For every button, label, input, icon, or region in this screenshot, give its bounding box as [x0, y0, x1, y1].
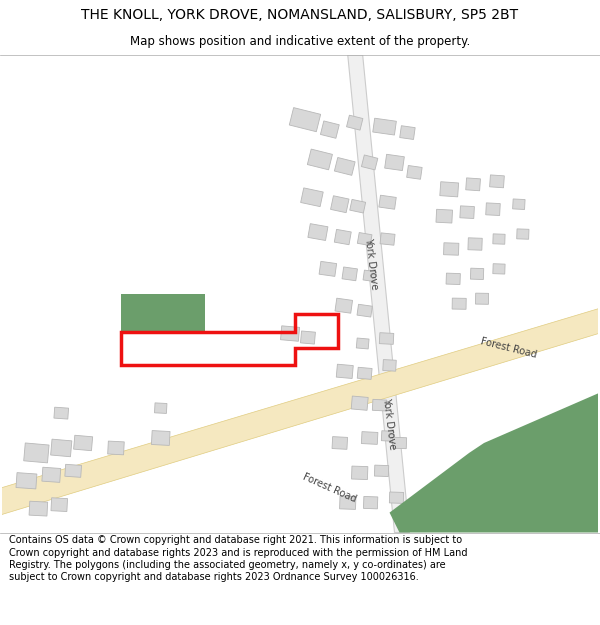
Bar — [347, 115, 363, 130]
Bar — [517, 229, 529, 239]
Bar — [334, 158, 355, 176]
Bar — [331, 196, 349, 212]
Bar — [468, 238, 482, 250]
Bar — [379, 332, 394, 344]
Bar — [361, 155, 378, 170]
Bar — [400, 126, 415, 139]
Text: York Drove: York Drove — [364, 238, 380, 291]
Polygon shape — [121, 294, 205, 331]
Bar — [383, 359, 396, 371]
Bar — [392, 438, 407, 449]
Bar — [470, 268, 484, 279]
Bar — [475, 293, 488, 304]
Bar — [512, 199, 525, 209]
Bar — [107, 441, 124, 455]
Text: York Drove: York Drove — [382, 396, 398, 449]
Bar — [493, 264, 505, 274]
Bar — [358, 232, 372, 246]
Bar — [352, 466, 368, 479]
Bar — [65, 464, 82, 478]
Bar — [436, 209, 452, 223]
Bar — [334, 229, 351, 245]
Text: Map shows position and indicative extent of the property.: Map shows position and indicative extent… — [130, 35, 470, 48]
Bar — [342, 267, 358, 281]
Bar — [357, 368, 372, 379]
Bar — [407, 166, 422, 179]
Text: THE KNOLL, YORK DROVE, NOMANSLAND, SALISBURY, SP5 2BT: THE KNOLL, YORK DROVE, NOMANSLAND, SALIS… — [82, 8, 518, 22]
Bar — [42, 468, 61, 482]
Bar — [51, 498, 68, 511]
Bar — [50, 439, 72, 457]
Bar — [460, 206, 475, 219]
Bar — [373, 399, 387, 411]
Bar — [443, 242, 459, 255]
Bar — [29, 501, 47, 516]
Text: Forest Road: Forest Road — [302, 471, 358, 504]
Bar — [379, 195, 396, 209]
Bar — [308, 224, 328, 241]
Bar — [452, 298, 466, 309]
Bar — [351, 396, 368, 410]
Bar — [319, 261, 337, 276]
Bar — [357, 304, 373, 317]
Text: Contains OS data © Crown copyright and database right 2021. This information is : Contains OS data © Crown copyright and d… — [9, 535, 467, 582]
Bar — [446, 273, 460, 284]
Bar — [466, 178, 481, 191]
Bar — [364, 496, 378, 509]
Bar — [54, 407, 68, 419]
Bar — [155, 403, 167, 413]
Bar — [356, 338, 369, 349]
Bar — [493, 234, 505, 244]
Bar — [340, 496, 356, 509]
Bar — [320, 121, 339, 138]
Polygon shape — [389, 393, 598, 532]
Bar — [74, 435, 92, 451]
Bar — [373, 118, 397, 135]
Bar — [440, 182, 458, 197]
Bar — [332, 437, 347, 449]
Bar — [24, 443, 49, 463]
Bar — [289, 107, 320, 132]
Bar — [335, 298, 353, 313]
Bar — [301, 331, 316, 344]
Text: Forest Road: Forest Road — [480, 337, 538, 360]
Bar — [350, 199, 365, 213]
Bar — [336, 364, 353, 379]
Bar — [490, 175, 505, 188]
Bar — [281, 326, 299, 341]
Polygon shape — [2, 309, 598, 514]
Bar — [382, 431, 394, 441]
Bar — [486, 203, 500, 216]
Bar — [307, 149, 332, 170]
Bar — [361, 432, 378, 444]
Bar — [151, 431, 170, 446]
Polygon shape — [348, 55, 409, 532]
Bar — [389, 492, 404, 503]
Bar — [301, 188, 323, 207]
Bar — [363, 270, 376, 282]
Bar — [380, 233, 395, 245]
Bar — [16, 472, 37, 489]
Bar — [385, 154, 404, 171]
Bar — [374, 465, 389, 476]
